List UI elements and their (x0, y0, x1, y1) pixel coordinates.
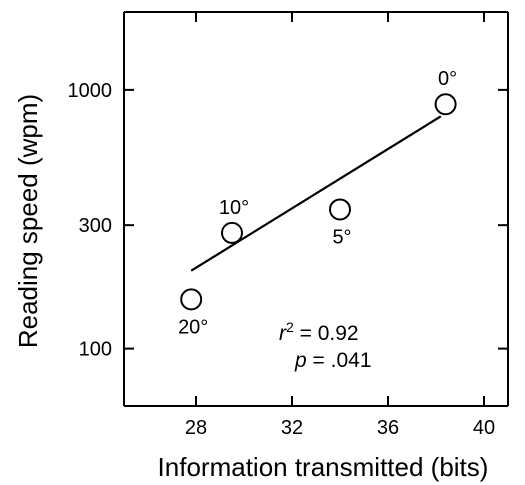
data-points (180, 93, 457, 311)
data-point-label: 20° (178, 316, 208, 338)
x-tick-label: 40 (473, 417, 495, 439)
y-ticks: 100 300 1000 (68, 80, 508, 361)
r-exponent: 2 (286, 319, 294, 335)
x-tick-label: 28 (185, 417, 207, 439)
data-point-label: 10° (219, 197, 249, 219)
r-value: = 0.92 (294, 322, 359, 345)
r-symbol: r (279, 322, 287, 345)
r-squared-annotation: r2 = 0.92 (279, 319, 359, 345)
data-point (434, 93, 457, 116)
y-tick-label: 1000 (68, 80, 113, 102)
y-axis-title: Reading speed (wpm) (13, 94, 43, 348)
regression-line (190, 115, 442, 272)
x-ticks: 28 32 36 40 (185, 12, 495, 439)
x-tick-label: 32 (281, 417, 303, 439)
data-point-label: 0° (438, 68, 457, 90)
p-value: = .041 (307, 349, 372, 372)
x-axis-title: Information transmitted (bits) (158, 452, 489, 482)
plot-frame (123, 11, 509, 407)
y-tick-label: 300 (79, 215, 112, 237)
data-point (221, 221, 243, 244)
p-symbol: p (294, 349, 307, 372)
p-value-annotation: p = .041 (294, 349, 372, 372)
x-tick-label: 36 (377, 417, 399, 439)
y-tick-label: 100 (79, 339, 112, 361)
point-labels: 0° 5° 10° 20° (178, 68, 457, 338)
data-point (180, 288, 203, 311)
data-point-label: 5° (332, 226, 351, 248)
data-point (329, 198, 351, 221)
